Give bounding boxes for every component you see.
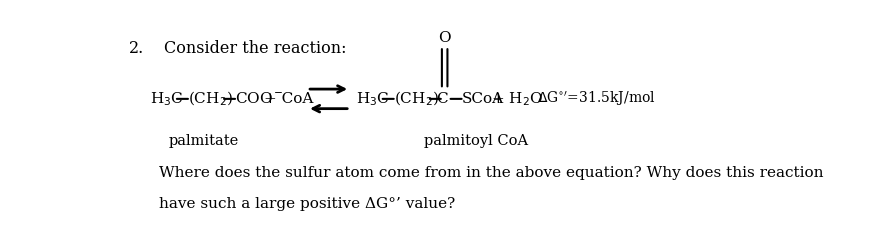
Text: have such a large positive ΔG°’ value?: have such a large positive ΔG°’ value? [159, 197, 455, 211]
Text: H$_3$C: H$_3$C [356, 90, 389, 108]
Text: + H$_2$O: + H$_2$O [492, 90, 544, 108]
Text: + CoA: + CoA [265, 92, 314, 106]
Text: (CH$_2$): (CH$_2$) [188, 90, 233, 108]
Text: palmitate: palmitate [169, 134, 239, 149]
Text: O: O [438, 31, 451, 46]
Text: 2.: 2. [129, 40, 144, 57]
Text: Where does the sulfur atom come from in the above equation? Why does this reacti: Where does the sulfur atom come from in … [159, 167, 823, 180]
Text: COO$^-$: COO$^-$ [235, 91, 283, 106]
Text: Consider the reaction:: Consider the reaction: [164, 40, 346, 57]
Text: palmitoyl CoA: palmitoyl CoA [424, 134, 527, 149]
Text: SCoA: SCoA [461, 92, 503, 106]
Text: $\Delta$G$^{\circ\prime}$=31.5kJ/mol: $\Delta$G$^{\circ\prime}$=31.5kJ/mol [537, 90, 655, 108]
Text: (CH$_2$): (CH$_2$) [393, 90, 439, 108]
Text: C: C [436, 92, 448, 106]
Text: H$_3$C: H$_3$C [150, 90, 183, 108]
